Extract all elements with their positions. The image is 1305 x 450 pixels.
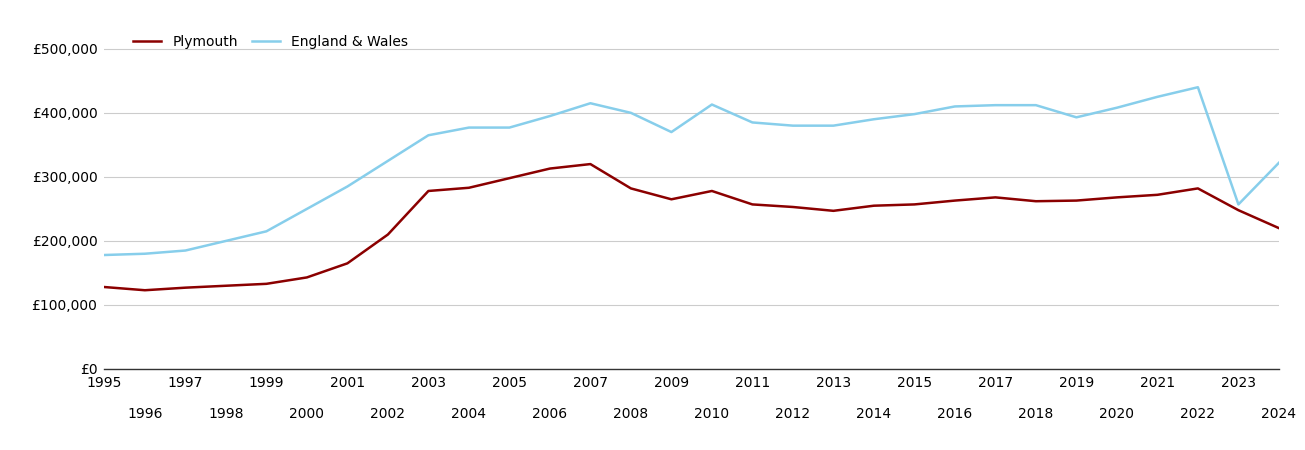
Plymouth (1271, 225, 1287, 231)
Plymouth (137, 288, 153, 293)
England & Wales (299, 206, 315, 211)
England & Wales (988, 103, 1004, 108)
England & Wales (501, 125, 517, 130)
Plymouth (582, 162, 598, 167)
England & Wales (177, 248, 193, 253)
Plymouth (420, 188, 436, 194)
Plymouth (501, 176, 517, 181)
Plymouth (705, 188, 720, 194)
England & Wales (1190, 85, 1206, 90)
Plymouth (1150, 192, 1165, 198)
England & Wales (786, 123, 801, 128)
Plymouth (1109, 195, 1125, 200)
Plymouth (907, 202, 923, 207)
Plymouth (663, 197, 679, 202)
England & Wales (1150, 94, 1165, 99)
Plymouth (867, 203, 882, 208)
Legend: Plymouth, England & Wales: Plymouth, England & Wales (128, 29, 414, 54)
England & Wales (622, 110, 638, 116)
England & Wales (745, 120, 761, 125)
Plymouth (461, 185, 476, 190)
Plymouth (1190, 186, 1206, 191)
England & Wales (907, 112, 923, 117)
England & Wales (1069, 115, 1084, 120)
Plymouth (947, 198, 963, 203)
Plymouth (745, 202, 761, 207)
Plymouth (786, 204, 801, 210)
Plymouth (218, 283, 234, 288)
England & Wales (137, 251, 153, 256)
Plymouth (177, 285, 193, 290)
Line: England & Wales: England & Wales (104, 87, 1279, 255)
Line: Plymouth: Plymouth (104, 164, 1279, 290)
England & Wales (1109, 105, 1125, 110)
Plymouth (988, 195, 1004, 200)
England & Wales (542, 113, 557, 119)
England & Wales (1271, 160, 1287, 166)
Plymouth (622, 186, 638, 191)
Plymouth (258, 281, 274, 287)
England & Wales (867, 117, 882, 122)
Plymouth (339, 261, 355, 266)
England & Wales (705, 102, 720, 107)
Plymouth (97, 284, 112, 290)
Plymouth (826, 208, 842, 214)
England & Wales (339, 184, 355, 189)
England & Wales (826, 123, 842, 128)
Plymouth (1069, 198, 1084, 203)
England & Wales (1231, 202, 1246, 207)
England & Wales (582, 100, 598, 106)
England & Wales (97, 252, 112, 258)
England & Wales (461, 125, 476, 130)
England & Wales (218, 238, 234, 243)
England & Wales (663, 129, 679, 135)
Plymouth (380, 232, 395, 237)
England & Wales (420, 133, 436, 138)
England & Wales (947, 104, 963, 109)
Plymouth (1231, 207, 1246, 213)
Plymouth (542, 166, 557, 171)
Plymouth (299, 274, 315, 280)
England & Wales (380, 158, 395, 164)
Plymouth (1028, 198, 1044, 204)
England & Wales (258, 229, 274, 234)
England & Wales (1028, 103, 1044, 108)
